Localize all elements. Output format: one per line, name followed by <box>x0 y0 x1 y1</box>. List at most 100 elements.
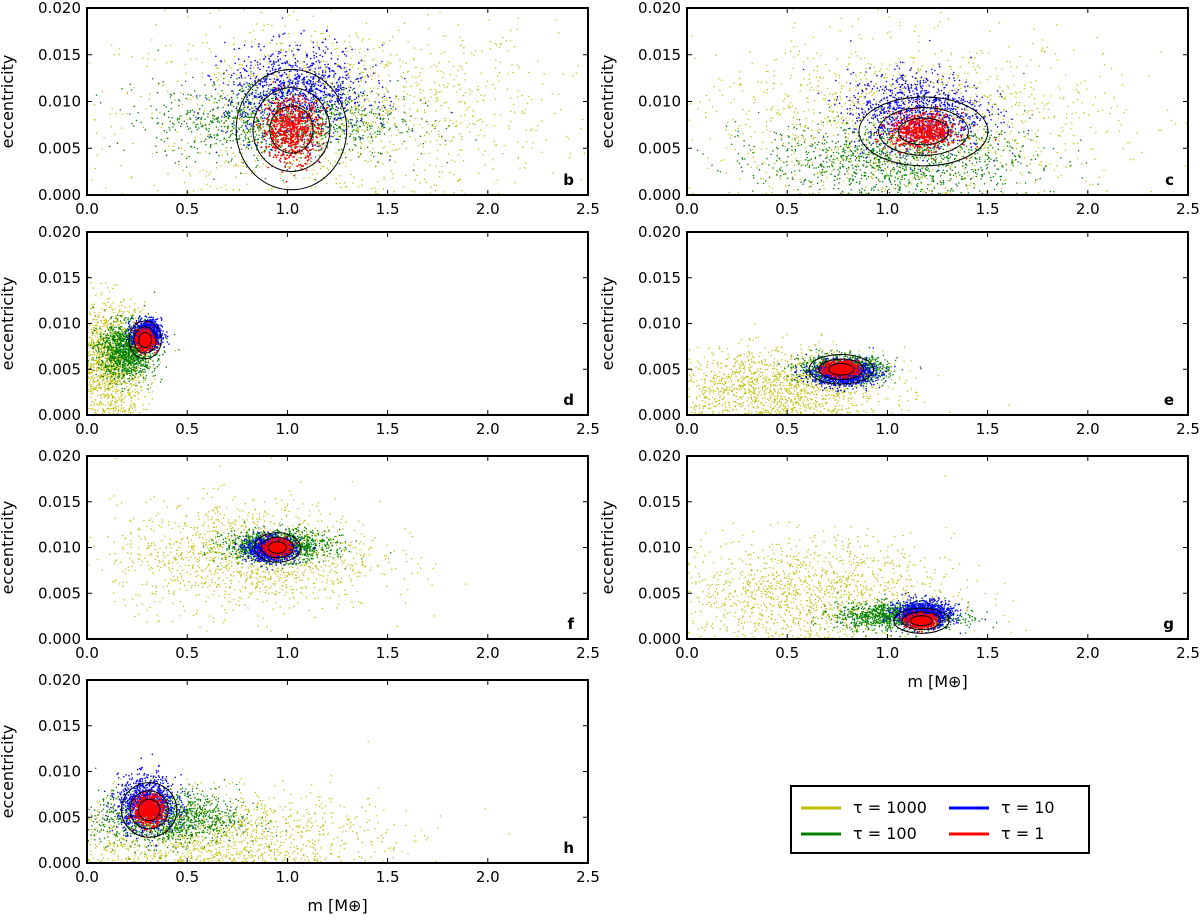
point-tau100 <box>404 120 407 123</box>
point-tau10 <box>337 84 339 86</box>
point-tau1000 <box>216 80 218 82</box>
point-tau100 <box>337 141 340 143</box>
point-tau10 <box>389 80 392 82</box>
point-tau100 <box>205 127 207 130</box>
point-tau100 <box>403 95 405 98</box>
point-tau1000 <box>438 133 440 136</box>
point-tau100 <box>223 137 226 139</box>
point-tau1000 <box>1023 87 1025 90</box>
point-tau10 <box>309 99 312 102</box>
point-tau1000 <box>355 105 357 107</box>
point-tau1000 <box>502 36 504 39</box>
point-tau1 <box>272 134 274 137</box>
point-tau1000 <box>293 11 295 13</box>
point-tau10 <box>334 62 336 65</box>
point-tau1 <box>270 130 273 133</box>
point-tau1000 <box>225 138 227 140</box>
point-tau10 <box>303 76 306 79</box>
point-tau1000 <box>478 119 480 121</box>
point-tau10 <box>254 59 256 62</box>
point-tau100 <box>319 111 321 114</box>
point-tau1 <box>276 87 278 90</box>
point-tau100 <box>293 143 296 146</box>
point-tau1000 <box>1031 93 1033 96</box>
point-tau100 <box>351 149 354 151</box>
point-tau10 <box>256 64 259 66</box>
point-tau10 <box>379 117 382 119</box>
point-tau1000 <box>1019 182 1021 184</box>
point-tau10 <box>303 61 306 63</box>
point-tau1000 <box>245 160 248 163</box>
point-tau100 <box>379 108 381 111</box>
point-tau1000 <box>977 129 979 131</box>
point-tau1000 <box>535 130 537 132</box>
point-tau100 <box>197 123 199 126</box>
point-tau10 <box>339 117 342 119</box>
point-tau10 <box>303 138 306 141</box>
point-tau1000 <box>281 42 284 45</box>
point-tau100 <box>208 152 211 155</box>
point-tau10 <box>301 68 304 70</box>
point-tau1000 <box>381 79 384 82</box>
point-tau10 <box>259 92 262 94</box>
point-tau100 <box>99 101 102 104</box>
point-tau1000 <box>1129 158 1132 161</box>
point-tau1000 <box>228 73 230 76</box>
point-tau100 <box>333 114 336 116</box>
point-tau100 <box>236 129 238 132</box>
point-tau1 <box>284 137 287 140</box>
point-tau10 <box>336 81 338 84</box>
point-tau1 <box>290 110 293 112</box>
point-tau1 <box>288 167 291 169</box>
point-tau1000 <box>369 87 372 90</box>
point-tau1 <box>307 156 310 159</box>
point-tau10 <box>237 93 240 95</box>
point-tau10 <box>241 77 243 79</box>
point-tau1000 <box>325 104 327 107</box>
point-tau100 <box>254 136 257 138</box>
point-tau1000 <box>413 57 415 60</box>
point-tau1000 <box>192 44 194 47</box>
point-tau1 <box>295 136 297 138</box>
point-tau1000 <box>899 21 901 24</box>
point-tau1000 <box>583 152 586 154</box>
point-tau100 <box>261 141 263 143</box>
point-tau1000 <box>595 106 596 107</box>
point-tau100 <box>321 121 324 123</box>
point-tau1000 <box>1034 182 1036 184</box>
point-tau100 <box>169 129 171 131</box>
point-tau1000 <box>327 169 330 172</box>
point-tau10 <box>324 63 326 66</box>
point-tau1000 <box>366 125 368 127</box>
point-tau1 <box>293 174 296 177</box>
point-tau100 <box>227 161 230 163</box>
point-tau100 <box>245 166 248 168</box>
point-tau1000 <box>171 60 173 63</box>
point-tau100 <box>395 95 397 98</box>
point-tau1000 <box>251 169 254 172</box>
point-tau1 <box>292 143 295 146</box>
point-tau10 <box>256 87 259 89</box>
point-tau100 <box>340 108 342 110</box>
point-tau1000 <box>133 87 135 89</box>
point-tau100 <box>176 119 179 121</box>
point-tau100 <box>376 130 379 132</box>
point-tau10 <box>280 86 283 89</box>
point-tau1000 <box>303 67 305 69</box>
point-tau10 <box>281 92 283 94</box>
point-tau10 <box>319 81 321 83</box>
point-tau1000 <box>316 134 318 136</box>
point-tau1000 <box>165 45 167 47</box>
point-tau1000 <box>324 69 327 71</box>
point-tau10 <box>287 89 290 92</box>
point-tau100 <box>220 120 223 122</box>
point-tau100 <box>225 141 228 144</box>
point-tau10 <box>206 98 208 100</box>
point-tau1000 <box>508 128 510 130</box>
point-tau1000 <box>762 141 764 144</box>
point-tau1000 <box>265 99 267 102</box>
point-tau1 <box>272 81 275 83</box>
point-tau1000 <box>69 113 70 114</box>
point-tau1000 <box>360 114 362 117</box>
point-tau10 <box>257 67 259 69</box>
